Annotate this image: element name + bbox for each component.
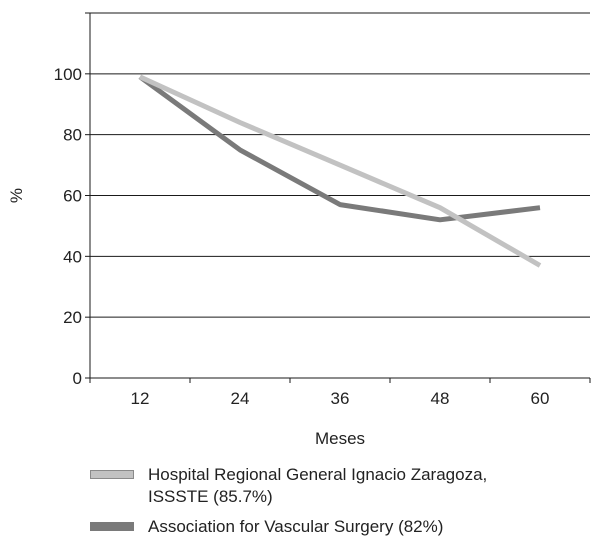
series-line-association xyxy=(138,74,541,223)
axes xyxy=(89,13,591,383)
x-tick-label: 24 xyxy=(231,389,250,408)
series-lines xyxy=(138,74,542,268)
x-tick-label: 48 xyxy=(431,389,450,408)
legend-label-hospital: Hospital Regional General Ignacio Zarago… xyxy=(148,465,488,506)
legend-label-association: Association for Vascular Surgery (82%) xyxy=(148,517,444,536)
x-axis-label: Meses xyxy=(315,429,365,448)
legend-item-association: Association for Vascular Surgery (82%) xyxy=(90,516,570,538)
line-chart: 0 20 40 60 80 100 12 24 36 48 60 % Meses xyxy=(7,12,591,448)
legend-item-hospital: Hospital Regional General Ignacio Zarago… xyxy=(90,464,570,508)
legend-swatch-association xyxy=(90,522,134,531)
y-tick-label: 100 xyxy=(54,65,82,84)
y-tick-label: 80 xyxy=(63,126,82,145)
y-tick-labels: 0 20 40 60 80 100 xyxy=(54,65,82,388)
legend-swatch-hospital xyxy=(90,470,134,479)
y-tick-label: 40 xyxy=(63,247,82,266)
x-tick-label: 36 xyxy=(331,389,350,408)
x-tick-label: 60 xyxy=(531,389,550,408)
series-line-hospital xyxy=(138,74,542,268)
y-tick-label: 20 xyxy=(63,308,82,327)
y-tick-label: 0 xyxy=(73,369,82,388)
y-tick-label: 60 xyxy=(63,187,82,206)
legend: Hospital Regional General Ignacio Zarago… xyxy=(90,464,570,546)
y-axis-label: % xyxy=(7,188,26,203)
x-tick-label: 12 xyxy=(131,389,150,408)
x-tick-labels: 12 24 36 48 60 xyxy=(131,389,550,408)
gridlines xyxy=(85,12,590,379)
